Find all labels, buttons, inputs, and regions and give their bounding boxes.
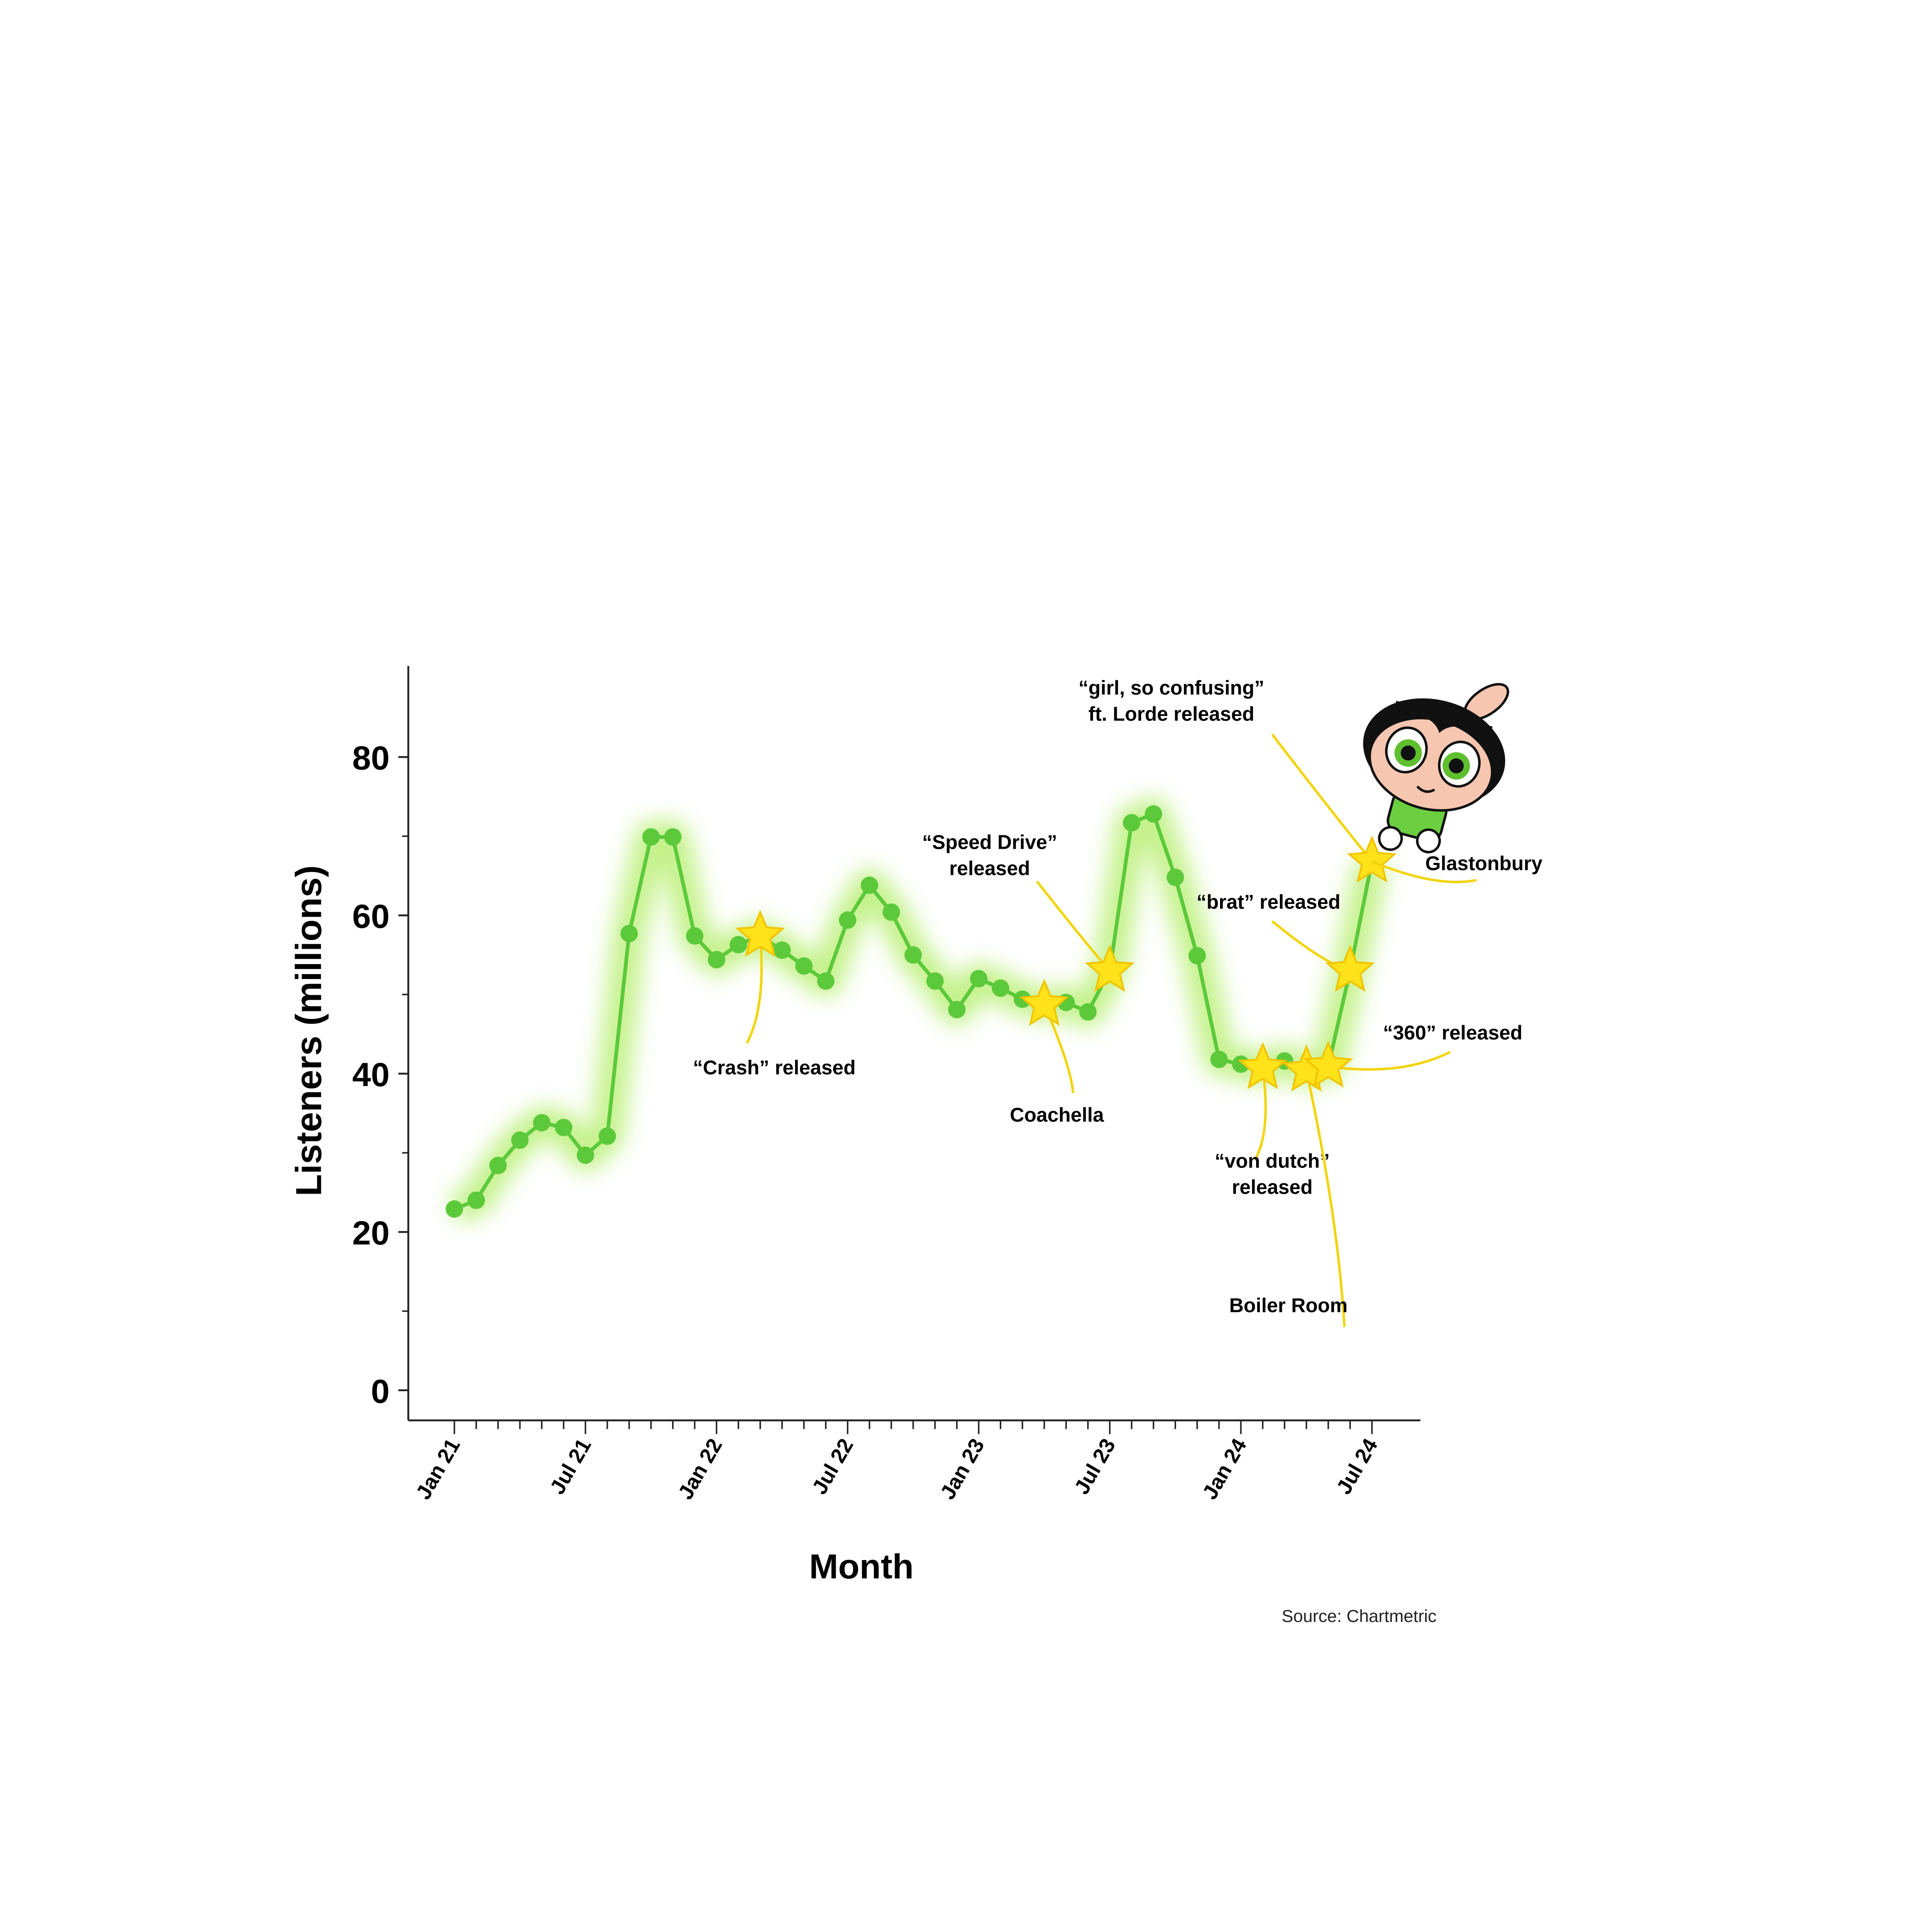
- event-star: [1325, 945, 1375, 992]
- point: [708, 951, 726, 969]
- y-tick-label: 80: [352, 740, 390, 777]
- y-tick-label: 0: [371, 1373, 390, 1410]
- point: [861, 876, 878, 894]
- point: [970, 970, 988, 988]
- event-star: [1303, 1040, 1353, 1088]
- point: [598, 1127, 616, 1145]
- x-tick-label: Jul 22: [807, 1434, 858, 1498]
- y-tick-label: 40: [352, 1056, 390, 1094]
- annotation-label: “Speed Drive”: [922, 832, 1057, 854]
- point: [795, 957, 813, 975]
- x-axis-title: Month: [809, 1547, 914, 1586]
- point: [904, 946, 922, 964]
- event-star: [1347, 835, 1397, 883]
- y-tick-label: 20: [352, 1214, 390, 1252]
- event-star: [1085, 945, 1135, 992]
- y-axis-title: Listeners (millions): [289, 865, 329, 1196]
- annotation-leader: [1371, 860, 1477, 884]
- point: [1079, 1003, 1097, 1021]
- annotation-label: released: [1232, 1176, 1313, 1198]
- point: [511, 1131, 529, 1149]
- annotation-label: Glastonbury: [1425, 853, 1543, 875]
- source-note: Source: Chartmetric: [1281, 1606, 1436, 1626]
- point: [1123, 814, 1140, 832]
- point: [839, 911, 856, 929]
- y-tick-label: 60: [352, 898, 390, 935]
- annotation-label: Coachella: [1010, 1104, 1104, 1126]
- point: [992, 979, 1010, 997]
- event-star: [1019, 979, 1069, 1026]
- point: [1167, 868, 1184, 886]
- character-illustration: [1363, 683, 1509, 854]
- annotation-label: Boiler Room: [1229, 1295, 1348, 1316]
- point: [533, 1114, 551, 1132]
- event-star: [735, 910, 785, 957]
- annotation-label: “von dutch”: [1215, 1150, 1330, 1172]
- annotation-label: “Crash” released: [693, 1057, 856, 1079]
- annotation-leader: [1036, 880, 1111, 972]
- point: [489, 1157, 507, 1175]
- point: [773, 941, 791, 959]
- point: [948, 1001, 966, 1019]
- point: [729, 936, 747, 954]
- point: [445, 1200, 463, 1218]
- point: [926, 972, 944, 990]
- point: [642, 828, 660, 846]
- point: [1210, 1050, 1228, 1068]
- x-tick-label: Jan 22: [673, 1434, 727, 1503]
- point: [883, 903, 900, 921]
- point: [620, 925, 638, 943]
- point: [467, 1192, 485, 1209]
- annotation-label: “brat” released: [1196, 892, 1340, 913]
- x-tick-label: Jul 24: [1332, 1434, 1382, 1498]
- x-tick-label: Jul 21: [545, 1434, 596, 1498]
- point: [817, 972, 835, 990]
- point: [1145, 805, 1162, 823]
- annotation-leader: [1271, 733, 1373, 862]
- annotation-leader: [1254, 1068, 1267, 1161]
- annotation-leader: [746, 935, 763, 1044]
- annotation-label: “360” released: [1383, 1022, 1523, 1044]
- x-tick-label: Jan 21: [411, 1434, 465, 1503]
- annotation-label: released: [949, 858, 1030, 880]
- point: [1188, 947, 1206, 965]
- x-tick-label: Jan 23: [935, 1434, 989, 1503]
- annotation-label: “girl, so confusing”: [1078, 677, 1264, 699]
- event-star: [1238, 1042, 1288, 1089]
- point: [664, 828, 682, 846]
- point: [686, 927, 704, 945]
- point: [577, 1146, 594, 1164]
- annotation-label: ft. Lorde released: [1088, 703, 1255, 725]
- annotation-leader: [1328, 1050, 1451, 1071]
- x-tick-label: Jul 23: [1069, 1434, 1120, 1498]
- point: [555, 1119, 572, 1136]
- x-tick-label: Jan 24: [1198, 1434, 1251, 1504]
- annotation-leader: [1305, 1070, 1346, 1327]
